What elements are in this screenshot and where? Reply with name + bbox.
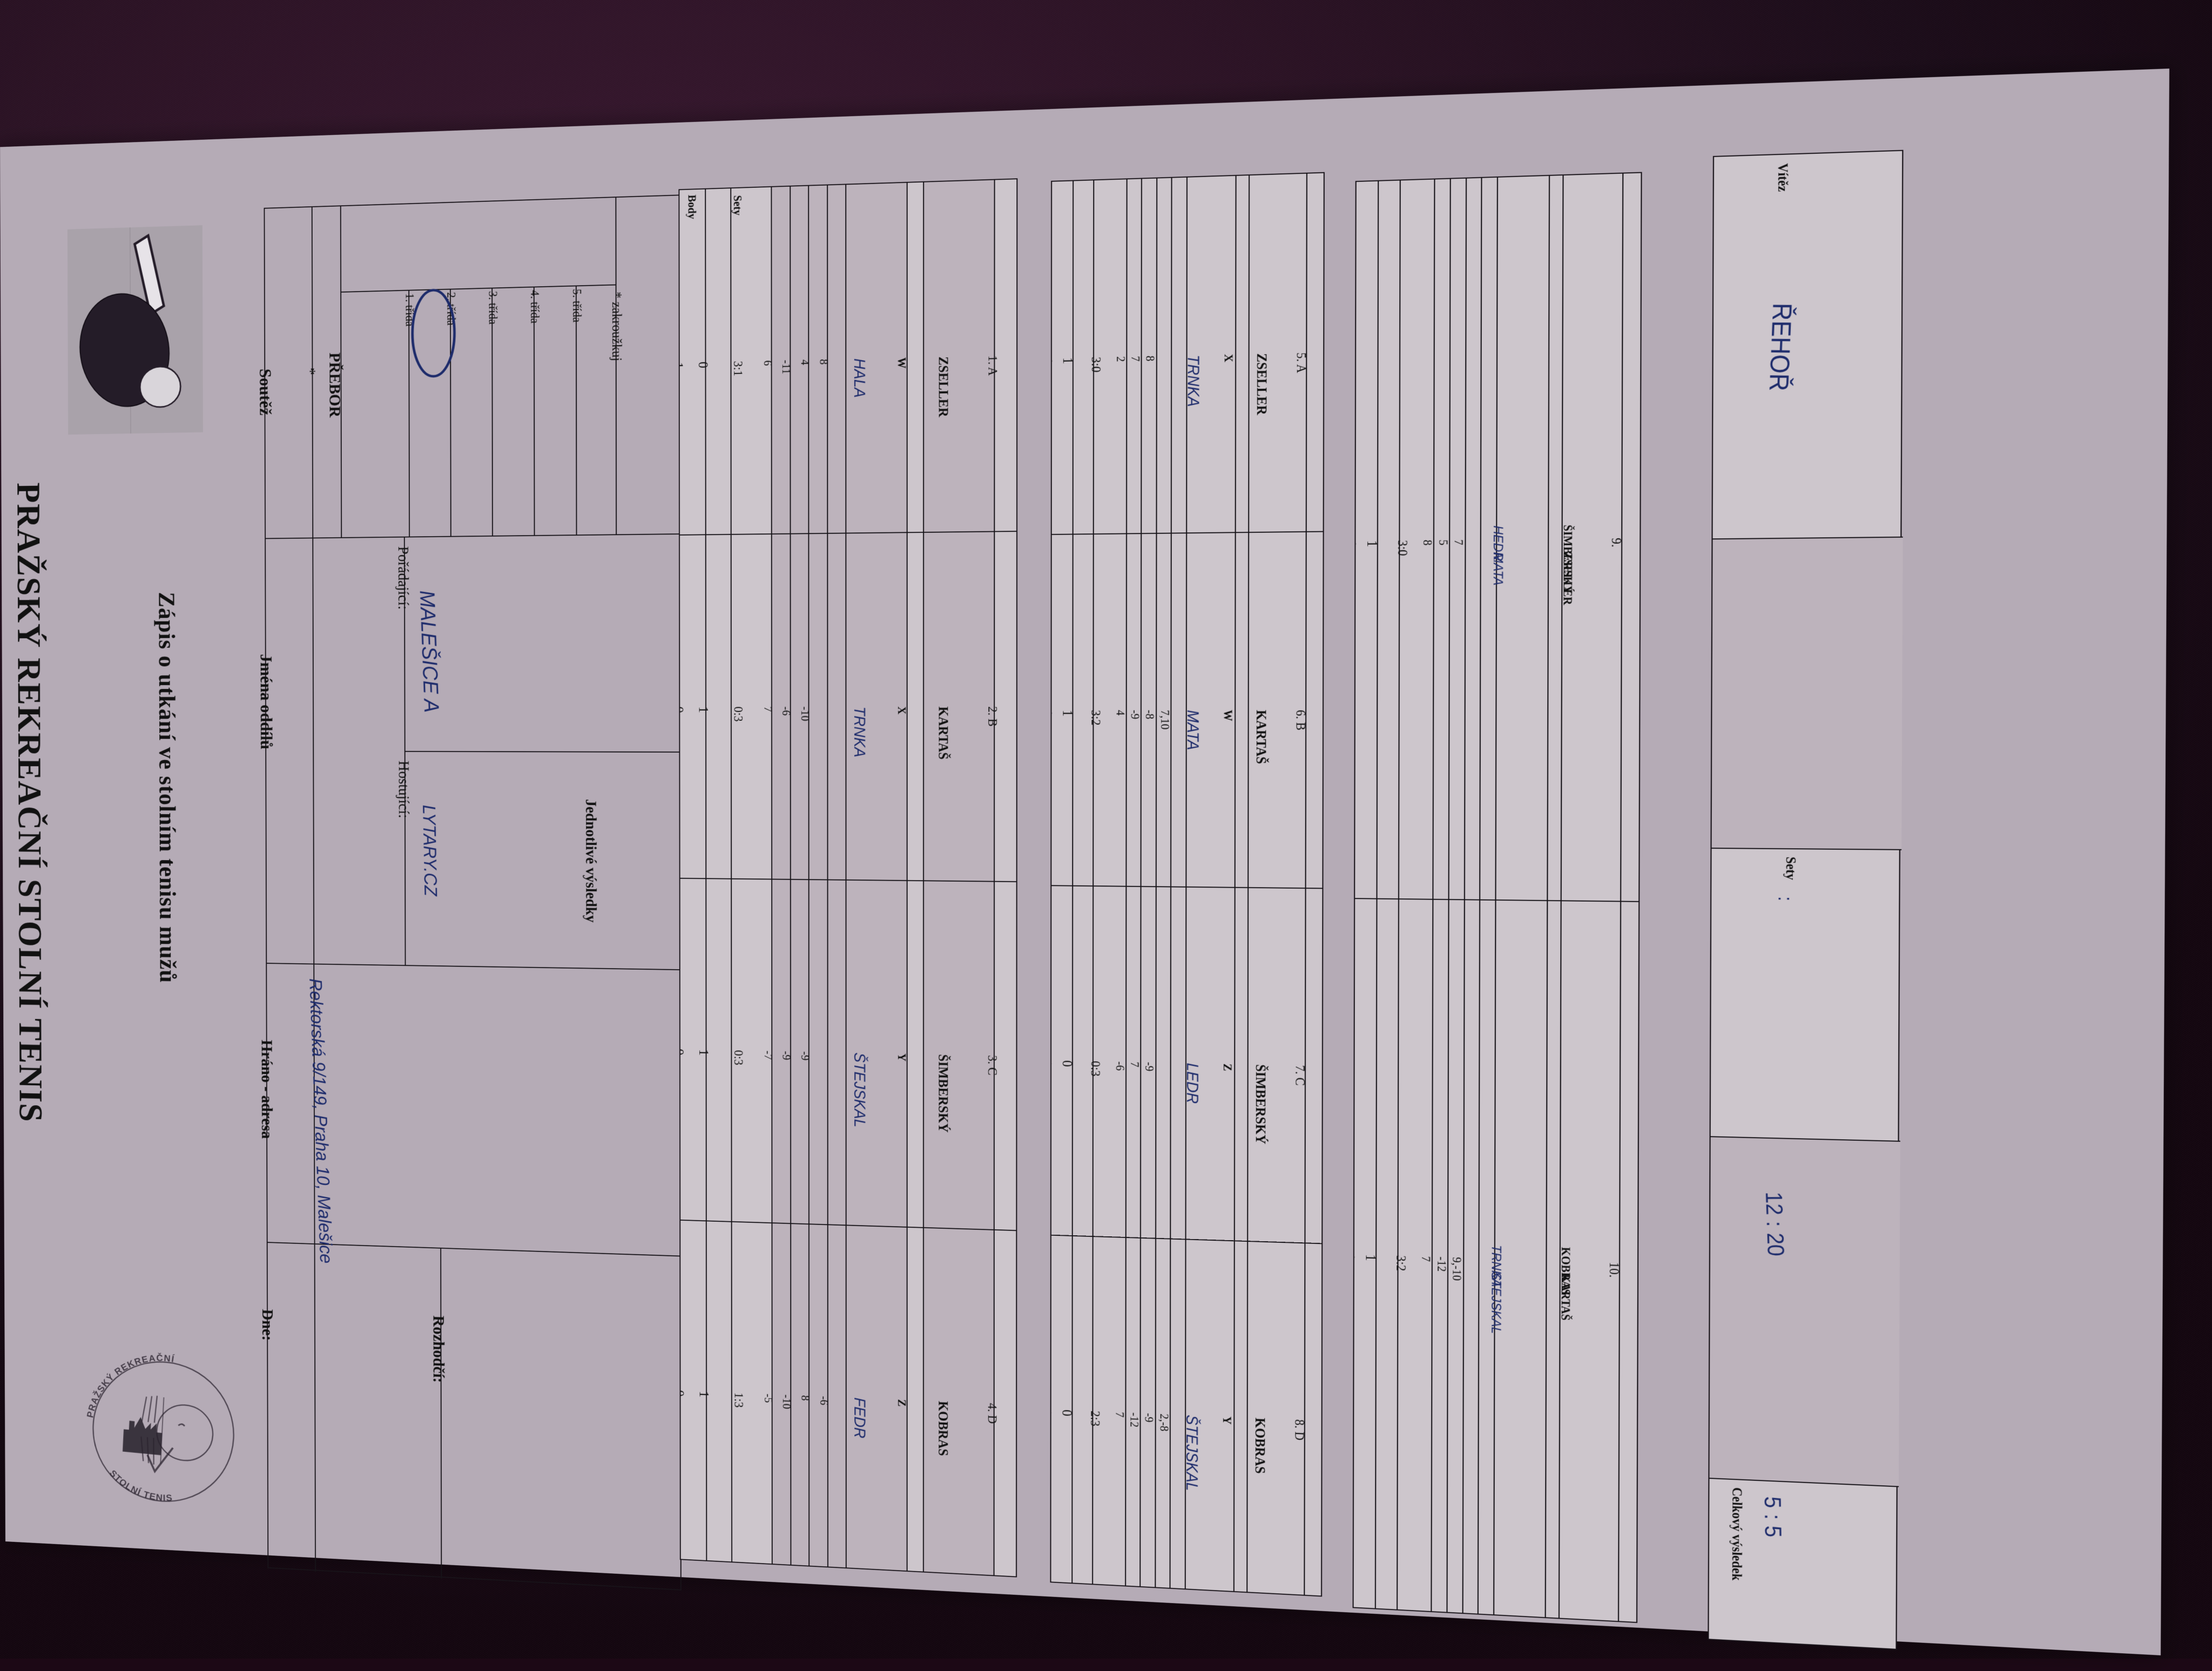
svg-text:STOLNÍ TENIS: STOLNÍ TENIS bbox=[106, 1467, 174, 1504]
svg-text:PRAŽSKÝ REKREAČNÍ: PRAŽSKÝ REKREAČNÍ bbox=[85, 1346, 176, 1426]
